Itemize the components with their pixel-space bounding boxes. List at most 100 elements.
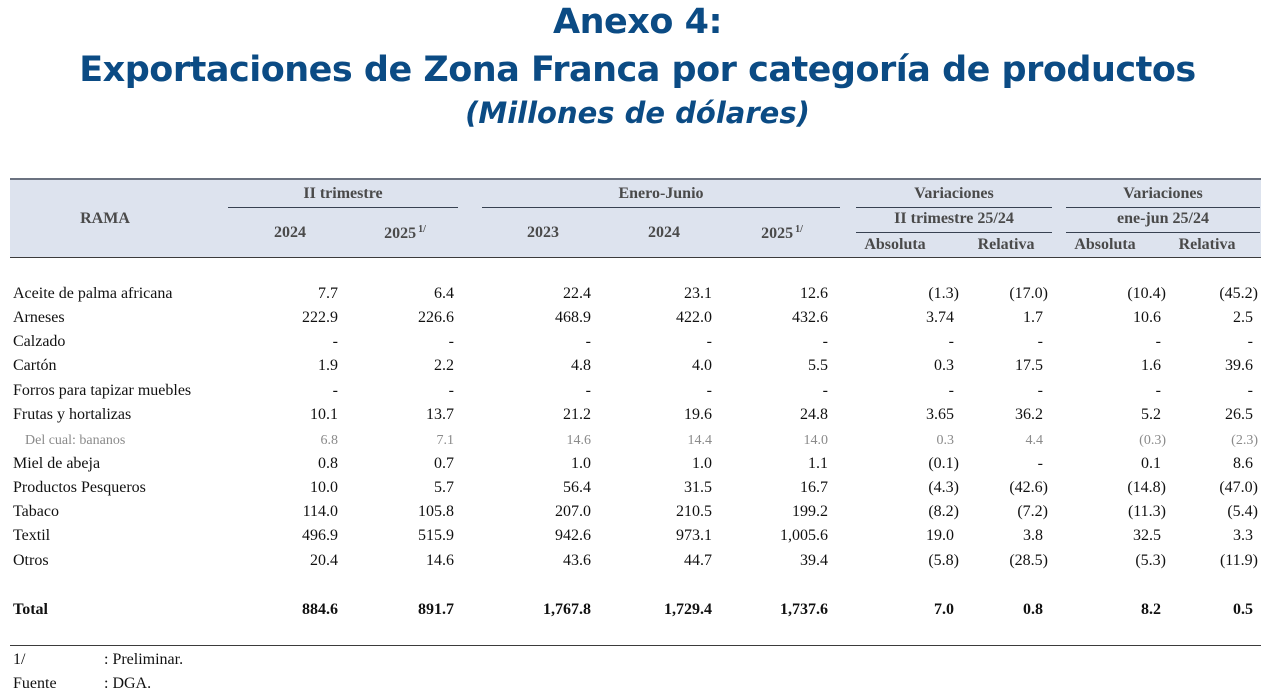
table-top-rule bbox=[10, 178, 1261, 180]
table-cell: - bbox=[948, 382, 954, 399]
table-cell: - bbox=[1037, 382, 1043, 399]
table-cell: 4.8 bbox=[571, 357, 591, 374]
table-cell: 3.8 bbox=[1023, 527, 1043, 544]
table-cell: 44.7 bbox=[684, 552, 712, 569]
table-cell: 43.6 bbox=[563, 552, 591, 569]
row-label: Otros bbox=[13, 552, 49, 569]
header-variaciones-2-sub: ene-jun 25/24 bbox=[1117, 210, 1209, 227]
table-cell: 5.2 bbox=[1141, 406, 1161, 423]
table-cell: 8.6 bbox=[1233, 455, 1253, 472]
table-cell: 1.1 bbox=[808, 455, 828, 472]
table-bottom-rule bbox=[10, 645, 1261, 646]
row-label: Productos Pesqueros bbox=[13, 479, 146, 496]
table-cell: - bbox=[1247, 382, 1253, 399]
variaciones-1-sub-underline bbox=[856, 232, 1052, 233]
table-cell: 39.4 bbox=[800, 552, 828, 569]
header-var-col: Relativa bbox=[977, 236, 1035, 253]
header-variaciones-1-sub: II trimestre 25/24 bbox=[894, 210, 1014, 227]
header-year: 2024 bbox=[250, 224, 330, 242]
total-cell: 1,737.6 bbox=[780, 601, 828, 618]
header-year: 2023 bbox=[503, 224, 583, 242]
table-cell: 13.7 bbox=[426, 406, 454, 423]
table-cell: 1.6 bbox=[1141, 357, 1161, 374]
total-cell: 1,729.4 bbox=[664, 601, 712, 618]
table-cell: 36.2 bbox=[1015, 406, 1043, 423]
table-cell: 14.4 bbox=[687, 433, 713, 448]
table-cell: 2.5 bbox=[1233, 309, 1253, 326]
table-header-background bbox=[10, 180, 1261, 257]
header-var-col: Absoluta bbox=[1074, 236, 1136, 253]
table-cell: 222.9 bbox=[302, 309, 338, 326]
table-cell: (4.3) bbox=[928, 479, 959, 496]
header-var-col: Absoluta bbox=[864, 236, 926, 253]
table-cell: 14.0 bbox=[803, 433, 829, 448]
table-cell: - bbox=[822, 382, 828, 399]
total-cell: 884.6 bbox=[302, 601, 338, 618]
table-cell: - bbox=[1037, 333, 1043, 350]
variaciones-1-underline bbox=[856, 207, 1052, 208]
row-label: Textil bbox=[13, 527, 51, 544]
header-year-label: 2023 bbox=[527, 224, 559, 241]
row-label: Forros para tapizar muebles bbox=[13, 382, 192, 399]
table-cell: 973.1 bbox=[676, 527, 712, 544]
table-cell: 226.6 bbox=[418, 309, 454, 326]
table-cell: 6.4 bbox=[434, 285, 454, 302]
header-year-label: 2024 bbox=[274, 224, 306, 241]
total-cell: 0.5 bbox=[1233, 601, 1253, 618]
table-cell: (42.6) bbox=[1009, 479, 1048, 496]
table-cell: 3.74 bbox=[926, 309, 954, 326]
table-cell: 20.4 bbox=[310, 552, 338, 569]
table-cell: 26.5 bbox=[1225, 406, 1253, 423]
table-cell: (1.3) bbox=[928, 285, 959, 302]
header-year-footnote-mark: 1/ bbox=[418, 224, 426, 235]
total-cell: 0.8 bbox=[1023, 601, 1043, 618]
table-cell: 207.0 bbox=[555, 503, 591, 520]
table-cell: - bbox=[448, 333, 454, 350]
variaciones-2-underline bbox=[1066, 207, 1260, 208]
table-cell: (28.5) bbox=[1009, 552, 1048, 569]
table-cell: - bbox=[332, 333, 338, 350]
table-cell: 7.1 bbox=[436, 433, 455, 448]
table-cell: 14.6 bbox=[566, 433, 592, 448]
table-title: Exportaciones de Zona Franca por categor… bbox=[79, 50, 1196, 90]
table-cell: 1.0 bbox=[571, 455, 591, 472]
table-cell: - bbox=[706, 382, 712, 399]
row-label: Aceite de palma africana bbox=[13, 285, 173, 302]
table-cell: - bbox=[448, 382, 454, 399]
row-label: Miel de abeja bbox=[13, 455, 101, 472]
table-cell: 199.2 bbox=[792, 503, 828, 520]
table-cell: (5.3) bbox=[1135, 552, 1166, 569]
header-year-label: 2024 bbox=[648, 224, 680, 241]
row-label: Cartón bbox=[13, 357, 57, 374]
row-label: Arneses bbox=[13, 309, 65, 326]
variaciones-2-sub-underline bbox=[1066, 232, 1260, 233]
table-cell: 515.9 bbox=[418, 527, 454, 544]
table-cell: (2.3) bbox=[1231, 433, 1258, 448]
table-cell: - bbox=[1155, 333, 1161, 350]
table-cell: 0.8 bbox=[318, 455, 338, 472]
units-subtitle: (Millones de dólares) bbox=[465, 96, 810, 130]
header-year: 2024 bbox=[624, 224, 704, 242]
footnote-key: Fuente bbox=[13, 675, 57, 692]
table-cell: 10.1 bbox=[310, 406, 338, 423]
table-cell: (5.4) bbox=[1227, 503, 1258, 520]
table-cell: 10.6 bbox=[1133, 309, 1161, 326]
table-cell: (47.0) bbox=[1219, 479, 1258, 496]
table-cell: 39.6 bbox=[1225, 357, 1253, 374]
table-cell: 32.5 bbox=[1133, 527, 1161, 544]
table-cell: 23.1 bbox=[684, 285, 712, 302]
table-cell: 7.7 bbox=[318, 285, 338, 302]
footnote-text: : Preliminar. bbox=[104, 651, 184, 668]
table-cell: (17.0) bbox=[1009, 285, 1048, 302]
table-cell: - bbox=[1037, 455, 1043, 472]
table-cell: - bbox=[1247, 333, 1253, 350]
row-label: Frutas y hortalizas bbox=[13, 406, 132, 423]
header-year-label: 2025 bbox=[761, 225, 794, 242]
ii-trimestre-underline bbox=[228, 207, 458, 208]
annex-title: Anexo 4: bbox=[553, 2, 722, 42]
table-cell: 114.0 bbox=[302, 503, 338, 520]
total-cell: 8.2 bbox=[1141, 601, 1161, 618]
table-cell: 4.0 bbox=[692, 357, 712, 374]
table-cell: 2.2 bbox=[434, 357, 454, 374]
table-cell: 21.2 bbox=[563, 406, 591, 423]
